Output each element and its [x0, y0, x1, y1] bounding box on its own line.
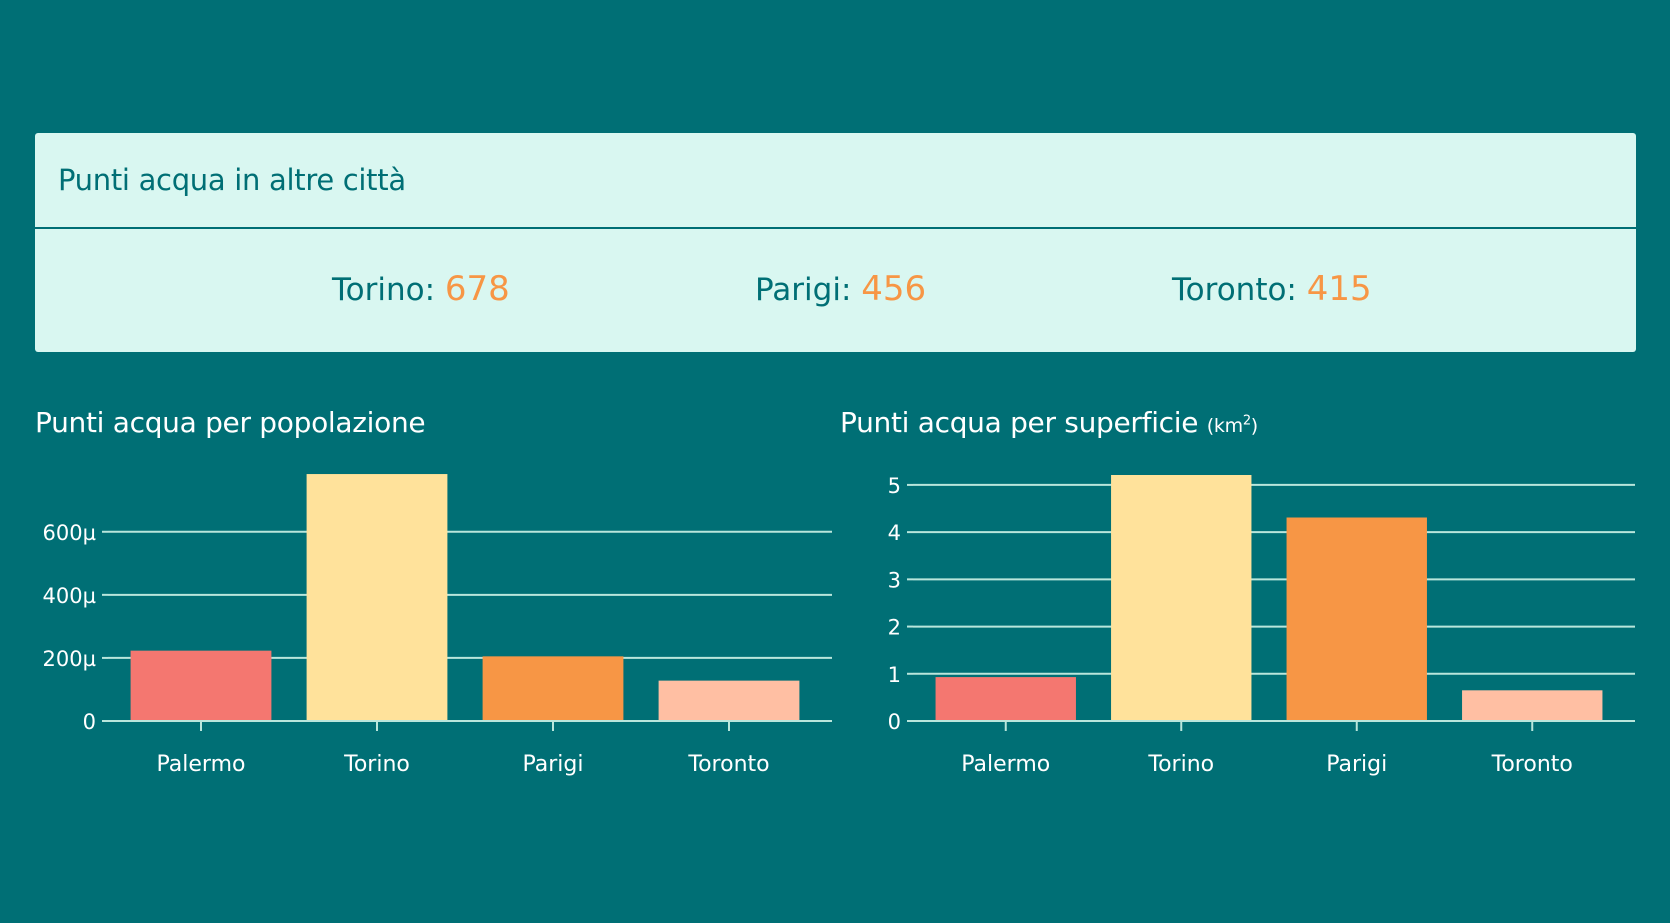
- stat-label: Torino:: [332, 272, 436, 308]
- y-tick-label: 600µ: [43, 521, 96, 545]
- stat-torino: Torino: 678: [332, 269, 510, 309]
- x-tick-label: Torino: [1147, 752, 1214, 777]
- chart-title-unit: (km2): [1206, 413, 1258, 437]
- y-tick-label: 1: [888, 663, 901, 687]
- y-tick-label: 5: [888, 474, 901, 498]
- bar-torino: [306, 474, 448, 721]
- stat-value: 456: [861, 269, 927, 309]
- x-tick-label: Palermo: [157, 752, 246, 777]
- other-cities-panel: Punti acqua in altre città Torino: 678 P…: [35, 133, 1636, 352]
- y-tick-label: 4: [888, 521, 901, 545]
- stat-value: 415: [1306, 269, 1372, 309]
- bar-torino: [1111, 475, 1252, 721]
- y-tick-label: 0: [83, 710, 96, 734]
- x-tick-label: Toronto: [1491, 752, 1573, 777]
- bar-palermo: [935, 677, 1076, 721]
- bar-parigi: [482, 656, 624, 721]
- stat-label: Parigi:: [755, 272, 852, 308]
- y-tick-label: 3: [888, 568, 901, 592]
- bar-toronto: [1462, 690, 1603, 721]
- y-tick-label: 200µ: [43, 647, 96, 671]
- x-tick-label: Parigi: [523, 752, 584, 777]
- bar-toronto: [658, 680, 800, 721]
- stat-label: Toronto:: [1172, 272, 1297, 308]
- chart-title-text: Punti acqua per superficie: [840, 406, 1199, 439]
- chart-title-area: Punti acqua per superficie (km2): [840, 406, 1258, 439]
- y-tick-label: 2: [888, 616, 901, 640]
- stat-parigi: Parigi: 456: [755, 269, 926, 309]
- panel-title: Punti acqua in altre città: [58, 163, 406, 197]
- x-tick-label: Palermo: [961, 752, 1050, 777]
- chart-area: 0 1 2 3 4 5 Palermo Torino Parigi Toronto: [888, 474, 1635, 777]
- stat-toronto: Toronto: 415: [1172, 269, 1372, 309]
- chart-title-population: Punti acqua per popolazione: [35, 406, 426, 439]
- x-tick-label: Torino: [343, 752, 410, 777]
- y-tick-label: 400µ: [43, 584, 96, 608]
- bar-parigi: [1286, 517, 1427, 721]
- x-tick-label: Toronto: [687, 752, 769, 777]
- panel-divider: [35, 227, 1636, 229]
- chart-population: 0 200µ 400µ 600µ Palermo Torino Parigi Toronto: [43, 474, 832, 777]
- stat-value: 678: [444, 269, 510, 309]
- x-tick-label: Parigi: [1326, 752, 1387, 777]
- bar-palermo: [130, 650, 272, 721]
- y-tick-label: 0: [888, 710, 901, 734]
